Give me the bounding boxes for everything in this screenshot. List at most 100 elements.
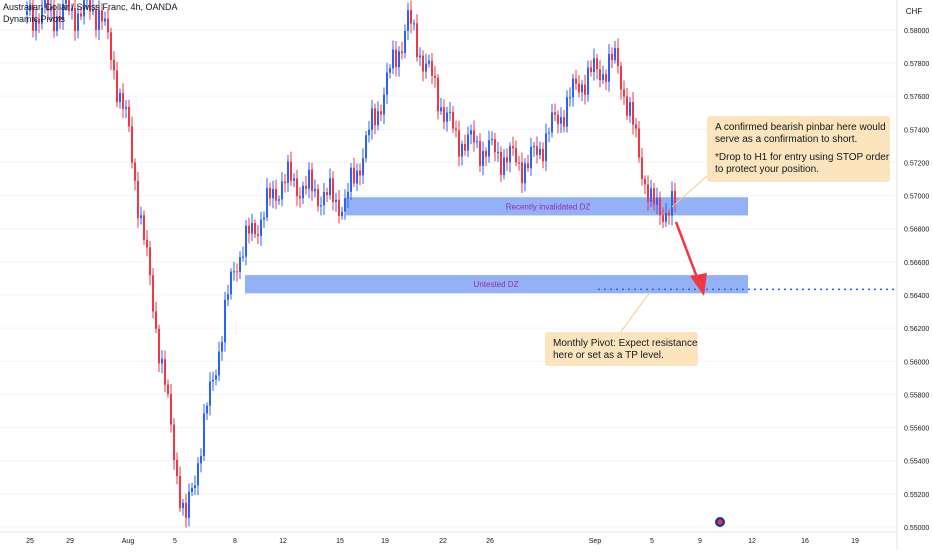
candle-body xyxy=(131,126,133,162)
x-tick-label: 5 xyxy=(650,538,654,545)
candle-body xyxy=(290,161,292,180)
candle-body xyxy=(245,226,247,257)
candle-body xyxy=(311,170,313,192)
candle-body xyxy=(545,133,547,161)
candle-body xyxy=(443,107,445,121)
candle-body xyxy=(362,158,364,175)
candle-body xyxy=(425,64,427,72)
candle-body xyxy=(428,61,430,64)
candle-body xyxy=(455,129,457,131)
pinbar-note-line: *Drop to H1 for entry using STOP order xyxy=(715,152,882,164)
candle-body xyxy=(143,215,145,239)
x-tick-label: 22 xyxy=(439,538,447,545)
x-tick-label: 26 xyxy=(486,538,494,545)
candle-body xyxy=(308,170,310,189)
candle-body xyxy=(638,129,640,158)
candle-body xyxy=(497,152,499,153)
candle-body xyxy=(515,148,517,162)
candle-body xyxy=(524,163,526,183)
candle-body xyxy=(389,68,391,72)
candle-body xyxy=(503,157,505,175)
candle-body xyxy=(668,213,670,216)
candle-body xyxy=(182,503,184,508)
candle-body xyxy=(197,463,199,485)
x-tick-label: Aug xyxy=(122,538,135,545)
candle-body xyxy=(452,112,454,129)
candle-body xyxy=(137,181,139,218)
y-tick-label: 0.57600 xyxy=(904,94,929,101)
pivot-callout-pointer xyxy=(620,292,650,333)
candle-body xyxy=(533,146,535,147)
candle-body xyxy=(416,23,418,57)
candle-body xyxy=(326,192,328,195)
candle-body xyxy=(584,85,586,95)
candle-body xyxy=(500,152,502,175)
candle-body xyxy=(518,162,520,163)
candle-body xyxy=(215,375,217,379)
candle-body xyxy=(353,168,355,184)
event-flag-icon-dot xyxy=(718,520,723,525)
candle-body xyxy=(377,111,379,125)
x-tick-label: 8 xyxy=(233,538,237,545)
x-tick-label: Sep xyxy=(589,538,602,545)
candle-body xyxy=(296,178,298,196)
candle-body xyxy=(233,271,235,272)
x-tick-label: 16 xyxy=(801,538,809,545)
candle-body xyxy=(383,95,385,115)
candle-body xyxy=(164,359,166,385)
candle-body xyxy=(287,161,289,182)
pinbar-callout: A confirmed bearish pinbar here would se… xyxy=(707,116,890,182)
candle-body xyxy=(527,163,529,168)
candle-body xyxy=(629,102,631,116)
y-tick-label: 0.55000 xyxy=(904,525,929,532)
candle-body xyxy=(206,406,208,414)
candle-body xyxy=(449,112,451,113)
candle-body xyxy=(404,31,406,53)
candle-body xyxy=(146,240,148,248)
candle-body xyxy=(140,215,142,218)
y-tick-label: 0.57800 xyxy=(904,61,929,68)
candle-body xyxy=(521,162,523,183)
candle-body xyxy=(623,90,625,97)
invalidated-zone-label: Recently invalidated DZ xyxy=(506,202,591,211)
x-tick-label: 29 xyxy=(66,538,74,545)
candle-body xyxy=(149,247,151,275)
candle-body xyxy=(323,192,325,205)
candle-body xyxy=(470,130,472,134)
candle-body xyxy=(620,66,622,90)
symbol-title: Australian Dollar / Swiss Franc, 4h, OAN… xyxy=(3,2,178,12)
candle-body xyxy=(656,198,658,205)
candle-body xyxy=(155,311,157,328)
candle-body xyxy=(410,10,412,23)
candle-body xyxy=(200,456,202,463)
candle-body xyxy=(641,158,643,180)
candle-body xyxy=(113,60,115,71)
candle-body xyxy=(299,196,301,198)
candle-body xyxy=(269,188,271,198)
candle-body xyxy=(563,117,565,127)
untested-zone-label: Untested DZ xyxy=(474,280,519,289)
candle-body xyxy=(80,14,82,17)
x-tick-label: 19 xyxy=(851,538,859,545)
x-tick-label: 5 xyxy=(173,538,177,545)
candle-body xyxy=(380,111,382,114)
candle-body xyxy=(599,69,601,80)
candle-body xyxy=(356,170,358,183)
candle-body xyxy=(581,85,583,93)
candle-body xyxy=(254,223,256,234)
candle-layer xyxy=(26,0,676,528)
candle-body xyxy=(506,157,508,162)
y-tick-label: 0.58000 xyxy=(904,28,929,35)
candle-body xyxy=(611,54,613,60)
pivot-note-line: here or set as a TP level. xyxy=(553,350,690,362)
candle-body xyxy=(602,74,604,80)
candle-body xyxy=(671,191,673,216)
x-tick-label: 9 xyxy=(698,538,702,545)
candle-body xyxy=(647,184,649,201)
candle-body xyxy=(392,50,394,69)
candle-body xyxy=(554,112,556,114)
candle-body xyxy=(98,10,100,30)
